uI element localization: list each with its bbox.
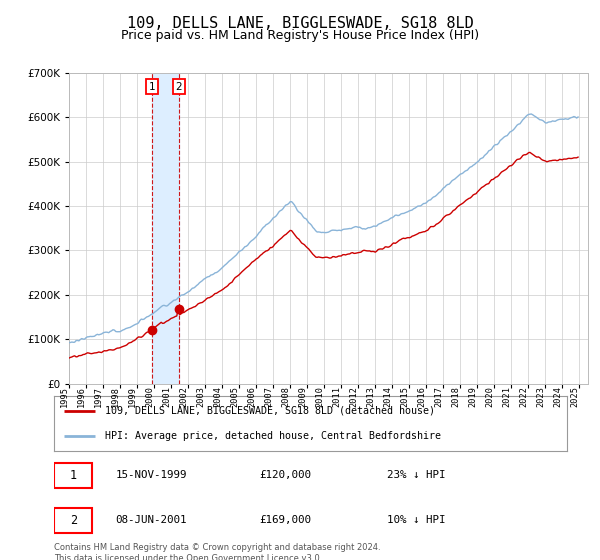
Text: 2005: 2005 bbox=[230, 386, 239, 408]
Text: 2025: 2025 bbox=[571, 386, 580, 408]
Text: 1: 1 bbox=[70, 469, 77, 482]
Text: 2024: 2024 bbox=[553, 386, 562, 408]
Text: 2: 2 bbox=[176, 82, 182, 92]
Text: 2002: 2002 bbox=[179, 386, 188, 408]
Text: 1997: 1997 bbox=[94, 386, 103, 408]
Text: £169,000: £169,000 bbox=[259, 515, 311, 525]
Text: Price paid vs. HM Land Registry's House Price Index (HPI): Price paid vs. HM Land Registry's House … bbox=[121, 29, 479, 42]
FancyBboxPatch shape bbox=[54, 463, 92, 488]
Text: 15-NOV-1999: 15-NOV-1999 bbox=[116, 470, 187, 480]
Text: 2016: 2016 bbox=[418, 386, 427, 408]
Text: 2020: 2020 bbox=[485, 386, 494, 408]
Text: 1998: 1998 bbox=[111, 386, 120, 408]
Bar bbox=[152, 73, 179, 384]
Text: 2006: 2006 bbox=[247, 386, 256, 408]
Text: 109, DELLS LANE, BIGGLESWADE, SG18 8LD (detached house): 109, DELLS LANE, BIGGLESWADE, SG18 8LD (… bbox=[106, 406, 436, 416]
Text: 2007: 2007 bbox=[264, 386, 273, 408]
Text: HPI: Average price, detached house, Central Bedfordshire: HPI: Average price, detached house, Cent… bbox=[106, 431, 442, 441]
Text: 2023: 2023 bbox=[536, 386, 545, 408]
Text: 23% ↓ HPI: 23% ↓ HPI bbox=[388, 470, 446, 480]
Text: 2021: 2021 bbox=[502, 386, 511, 408]
Text: 1999: 1999 bbox=[128, 386, 137, 408]
Text: Contains HM Land Registry data © Crown copyright and database right 2024.
This d: Contains HM Land Registry data © Crown c… bbox=[54, 543, 380, 560]
Text: 2003: 2003 bbox=[196, 386, 205, 408]
Text: 08-JUN-2001: 08-JUN-2001 bbox=[116, 515, 187, 525]
Text: 2004: 2004 bbox=[213, 386, 222, 408]
Text: 109, DELLS LANE, BIGGLESWADE, SG18 8LD: 109, DELLS LANE, BIGGLESWADE, SG18 8LD bbox=[127, 16, 473, 31]
Text: 2018: 2018 bbox=[451, 386, 460, 408]
Text: 2011: 2011 bbox=[332, 386, 341, 408]
Text: 2022: 2022 bbox=[520, 386, 529, 408]
Text: 2008: 2008 bbox=[281, 386, 290, 408]
Text: 2000: 2000 bbox=[145, 386, 154, 408]
Text: 2001: 2001 bbox=[162, 386, 171, 408]
Text: 2014: 2014 bbox=[383, 386, 392, 408]
Text: 2: 2 bbox=[70, 514, 77, 527]
Text: 2009: 2009 bbox=[298, 386, 307, 408]
Text: 1995: 1995 bbox=[60, 386, 69, 408]
Text: 2012: 2012 bbox=[349, 386, 358, 408]
Text: 2013: 2013 bbox=[366, 386, 375, 408]
Text: 10% ↓ HPI: 10% ↓ HPI bbox=[388, 515, 446, 525]
Text: £120,000: £120,000 bbox=[259, 470, 311, 480]
FancyBboxPatch shape bbox=[54, 508, 92, 533]
Text: 1996: 1996 bbox=[77, 386, 86, 408]
Text: 2015: 2015 bbox=[400, 386, 409, 408]
Text: 2017: 2017 bbox=[434, 386, 443, 408]
Text: 2019: 2019 bbox=[469, 386, 478, 408]
Text: 2010: 2010 bbox=[315, 386, 324, 408]
Text: 1: 1 bbox=[149, 82, 155, 92]
